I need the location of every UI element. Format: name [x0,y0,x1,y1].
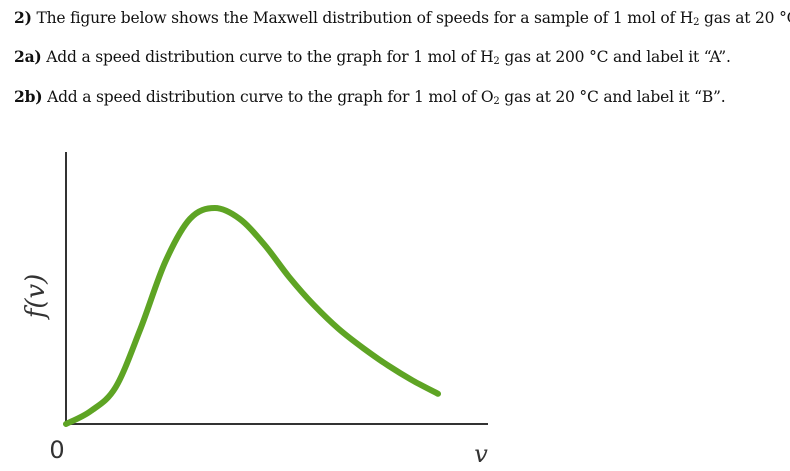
question-2b-number: 2b) [14,87,43,106]
maxwell-curve [63,205,441,427]
question-2a-number: 2a) [14,47,42,66]
question-2a-text-end: gas at 200 °C and label it “A”. [499,48,731,66]
question-2a-text: Add a speed distribution curve to the gr… [46,48,494,66]
x-axis-label: v [474,440,488,468]
question-2a-subscript: 2 [493,56,500,67]
question-2b-subscript: 2 [493,96,500,107]
question-2: 2) The figure below shows the Maxwell di… [14,8,790,28]
question-2b-text-end: gas at 20 °C and label it “B”. [499,88,726,106]
question-2-text-end: gas at 20 °C. [703,9,790,27]
question-2-number: 2) [14,8,32,27]
question-2b-text: Add a speed distribution curve to the gr… [47,88,494,106]
question-2-subscript: 2 [693,17,700,28]
question-2b: 2b) Add a speed distribution curve to th… [14,87,726,107]
origin-label: 0 [49,436,64,464]
question-2a: 2a) Add a speed distribution curve to th… [14,47,731,67]
y-axis-label: f(v) [21,274,51,321]
question-2-text: The figure below shows the Maxwell distr… [36,9,694,27]
